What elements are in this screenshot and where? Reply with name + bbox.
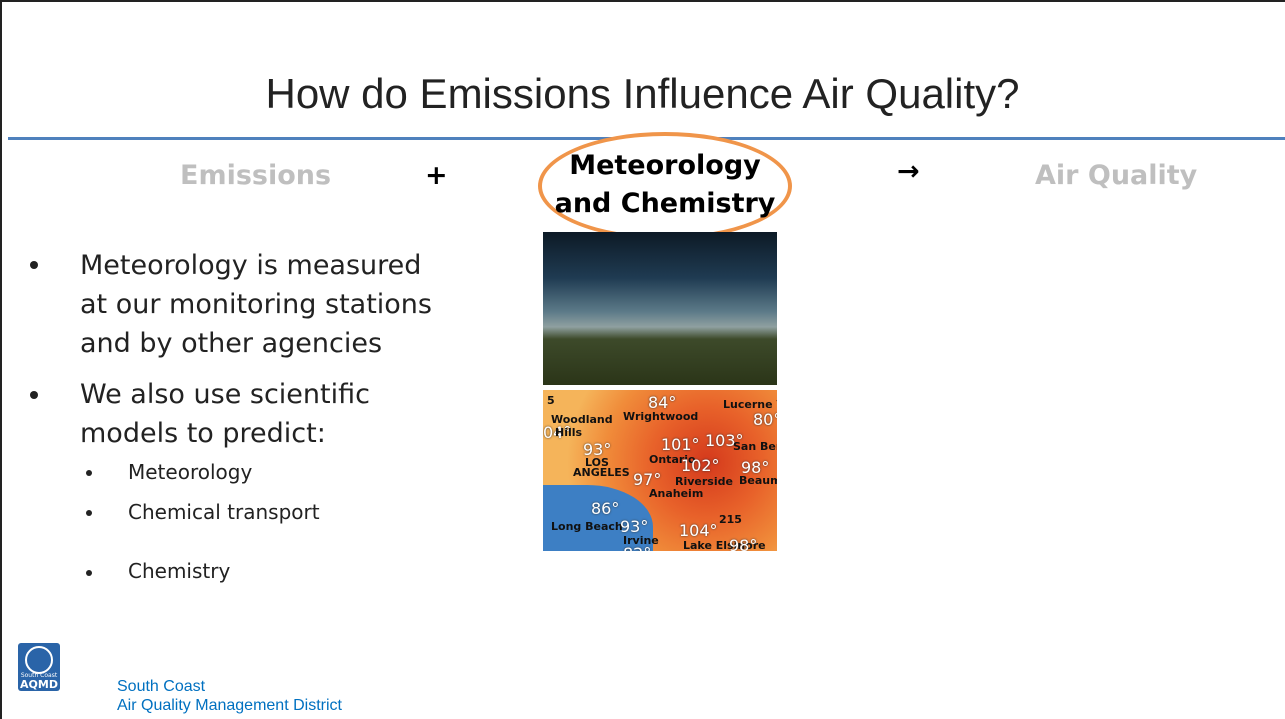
- logo-ring: [25, 646, 53, 674]
- bullet-line: We also use scientific: [80, 375, 370, 414]
- sub-bullet-text: Chemistry: [128, 559, 230, 583]
- flow-step: Emissions: [180, 160, 331, 191]
- map-label: Beaumon: [739, 474, 777, 487]
- map-label: Hills: [555, 426, 582, 439]
- org-name: South Coast: [117, 678, 205, 696]
- map-label: Wrightwood: [623, 410, 698, 423]
- sub-bullet: [86, 470, 92, 476]
- map-label: 82°: [623, 544, 651, 551]
- map-label: 86°: [591, 499, 619, 518]
- flow-step: and Chemistry: [540, 188, 790, 219]
- map-label: San Bern: [733, 440, 777, 453]
- map-label: 102°: [681, 456, 720, 475]
- bullet-line: and by other agencies: [80, 324, 382, 363]
- slide: How do Emissions Influence Air Quality? …: [0, 0, 1285, 719]
- map-label: 101°: [661, 435, 700, 454]
- map-label: 104°: [679, 521, 718, 540]
- sub-bullet: [86, 510, 92, 516]
- sub-bullet: [86, 570, 92, 576]
- sub-bullet-text: Chemical transport: [128, 500, 320, 524]
- logo: South Coast AQMD: [18, 643, 60, 691]
- slide-title: How do Emissions Influence Air Quality?: [0, 70, 1285, 118]
- bullet-line: models to predict:: [80, 414, 326, 453]
- map-label: 5: [547, 394, 555, 407]
- bullet-line: Meteorology is measured: [80, 246, 421, 285]
- logo-text: AQMD: [19, 678, 59, 691]
- storm-photo: [543, 232, 777, 385]
- bullet: [30, 391, 38, 399]
- map-label: 215: [719, 513, 742, 526]
- bullet: [30, 261, 38, 269]
- flow-step: Meteorology: [540, 150, 790, 181]
- bullet-line: at our monitoring stations: [80, 285, 432, 324]
- org-name: Air Quality Management District: [117, 697, 342, 715]
- map-label: Anaheim: [649, 487, 703, 500]
- flow-arrow: →: [897, 156, 920, 187]
- flow-step: Air Quality: [1035, 160, 1197, 191]
- map-label: 98°: [729, 536, 757, 551]
- map-label: Long Beach: [551, 520, 623, 533]
- sub-bullet-text: Meteorology: [128, 460, 252, 484]
- highlight-ellipse: [538, 132, 792, 240]
- map-label: ANGELES: [573, 466, 630, 479]
- map-label: 80°: [753, 410, 777, 429]
- flow-plus: +: [425, 160, 448, 191]
